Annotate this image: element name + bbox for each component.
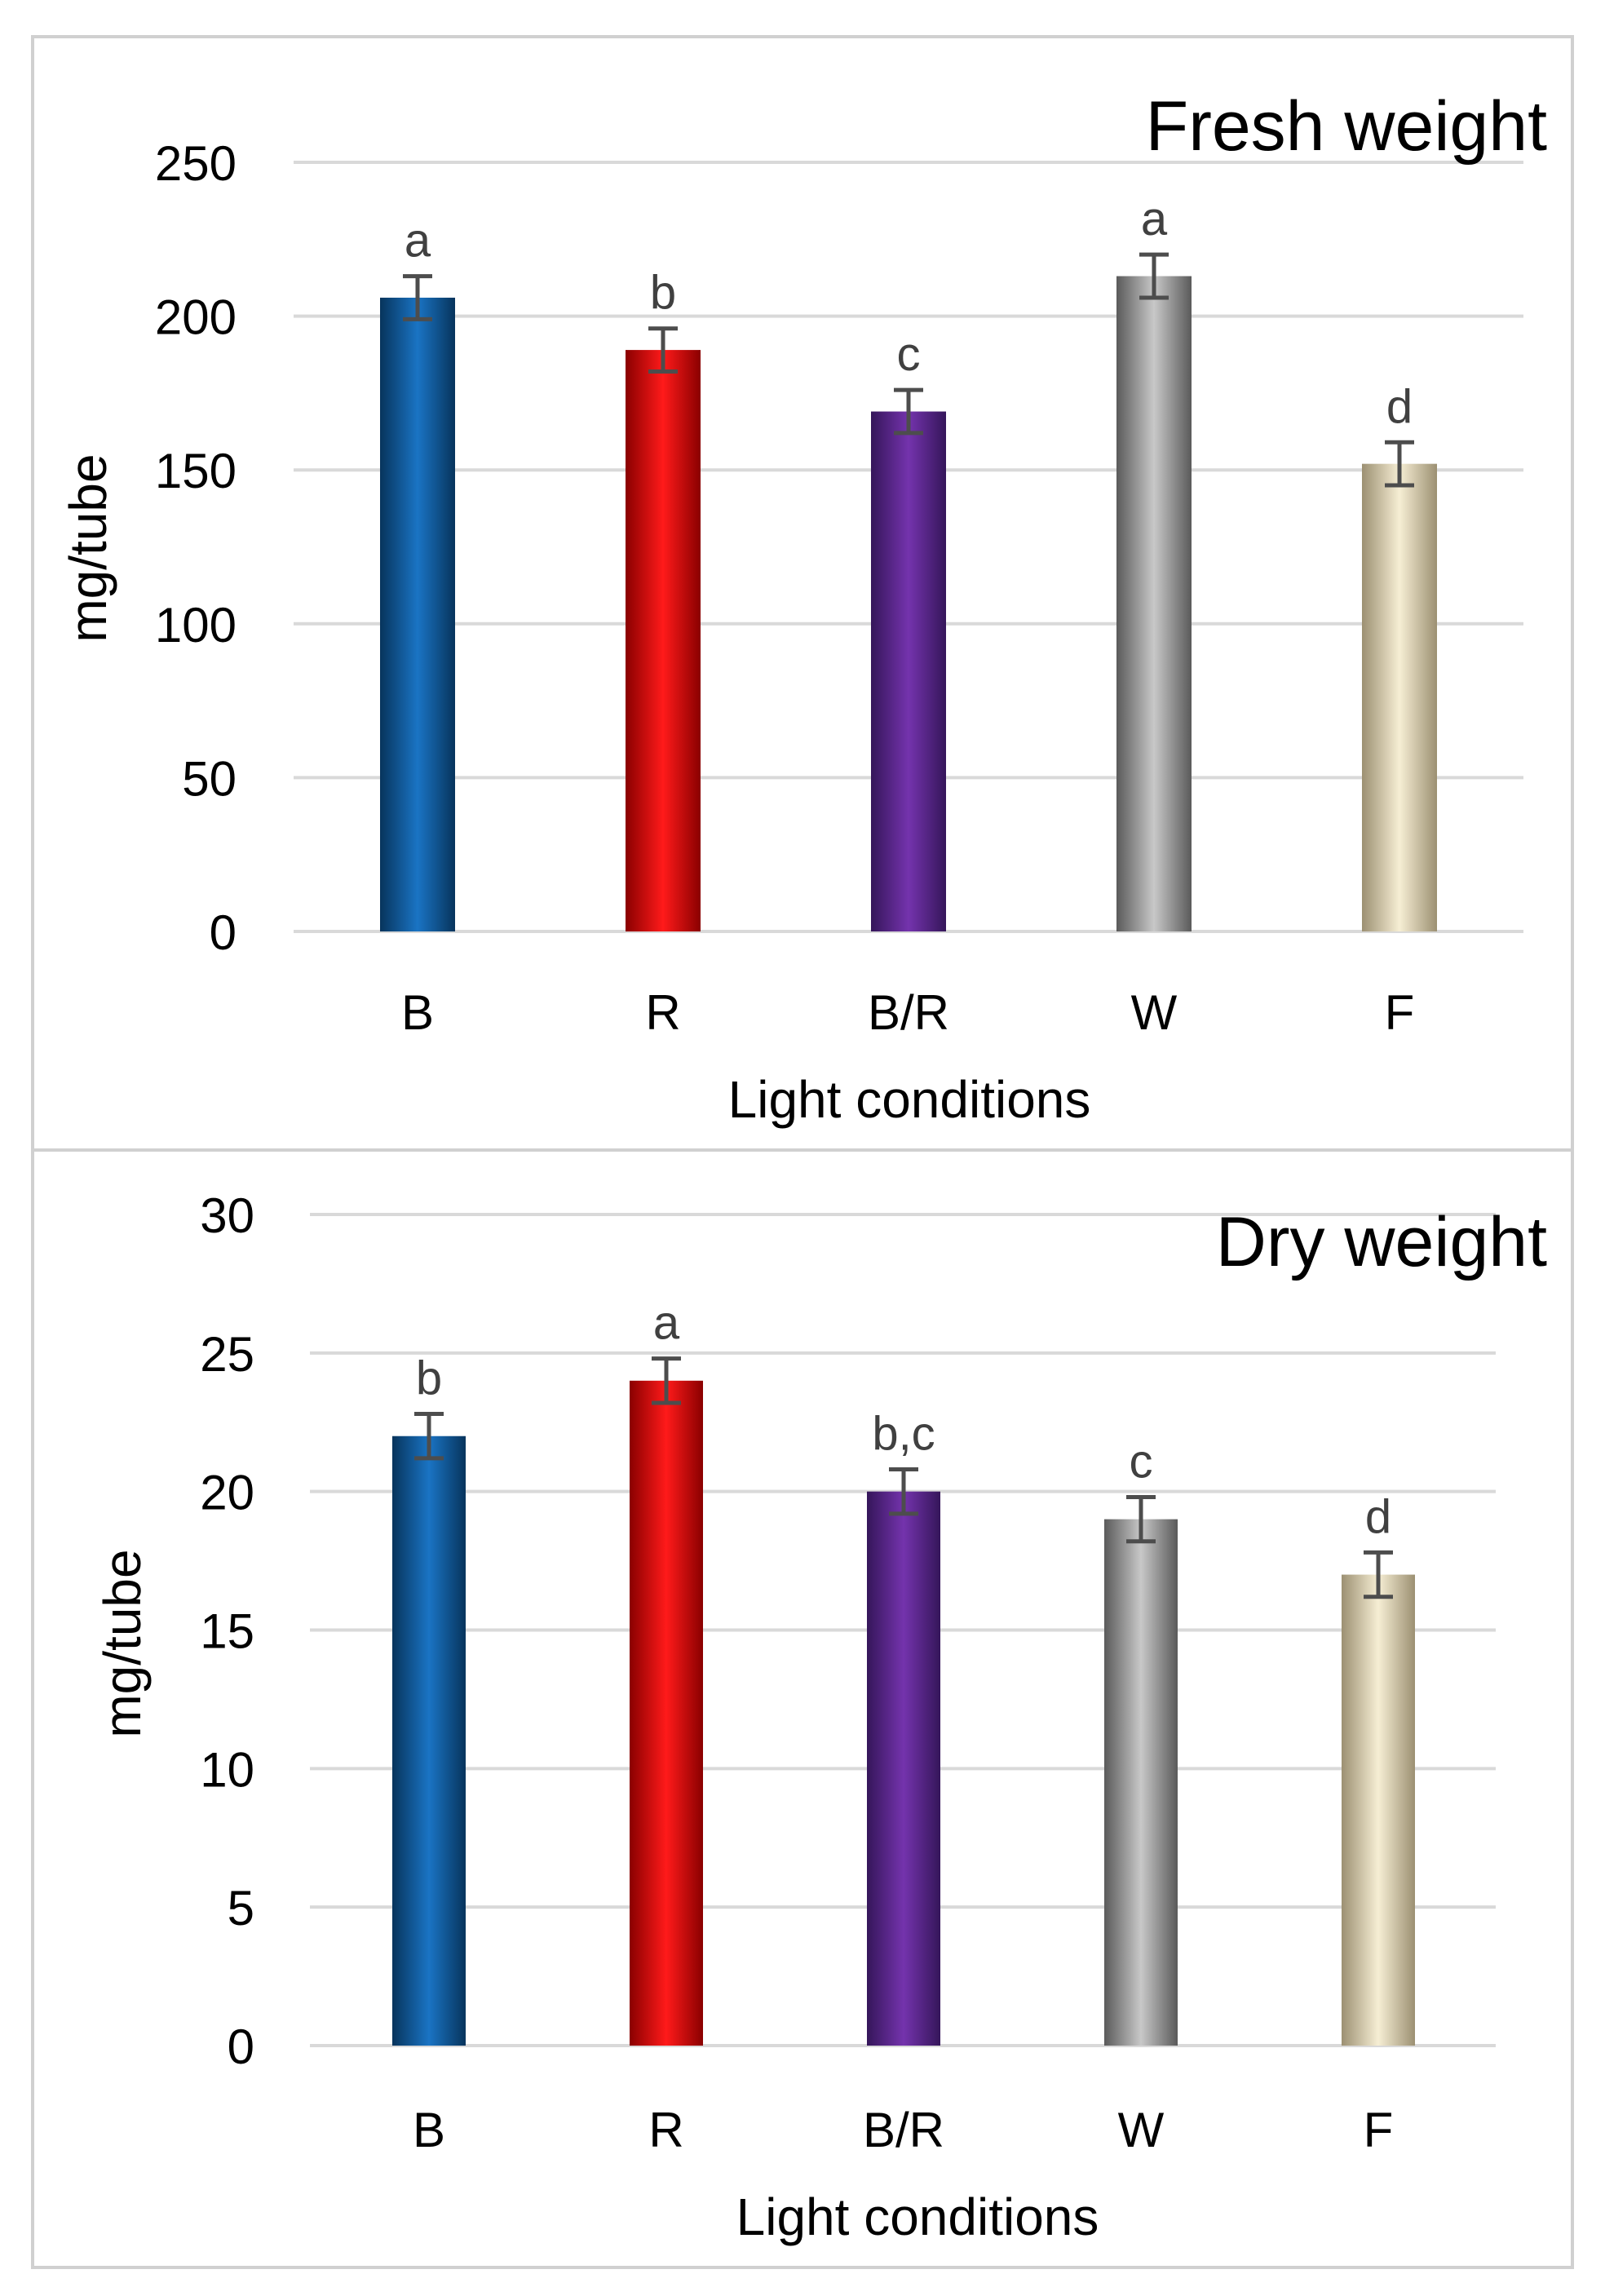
bar-f [1342,1574,1415,2046]
significance-letter: c [1130,1435,1153,1488]
x-axis-label: Light conditions [728,1070,1091,1129]
y-tick-label: 15 [200,1604,254,1659]
x-tick-label: B [413,2103,445,2157]
significance-letter: d [1365,1490,1391,1543]
bar-b-r [867,1491,940,2046]
y-axis-label: mg/tube [93,1549,152,1737]
y-tick-label: 50 [182,751,237,806]
x-tick-label: F [1385,985,1415,1040]
bar-b [380,297,455,931]
significance-letter: b [650,267,676,320]
figure-border [31,35,1574,2269]
bar-r [626,350,701,931]
y-tick-label: 30 [200,1188,254,1243]
x-tick-label: R [648,2103,683,2157]
fresh-weight-chart: 0 50 100 150 200 250 a b c a d B R B/R W F Fresh weig… [59,87,1547,1129]
bar-b [392,1436,466,2046]
significance-letter: a [1141,192,1168,246]
significance-letter: d [1386,380,1413,433]
significance-letter: a [653,1297,680,1350]
significance-letter: b [416,1352,442,1405]
x-tick-label: R [645,985,680,1040]
x-axis-label: Light conditions [736,2188,1099,2246]
chart-title: Dry weight [1216,1203,1547,1281]
y-tick-label: 250 [155,136,237,191]
bar-f [1362,463,1437,931]
x-tick-label: B/R [868,985,949,1040]
significance-letter: a [405,215,431,268]
y-tick-label: 0 [228,2020,254,2074]
bar-b-r [871,411,946,932]
x-tick-label: W [1118,2103,1165,2157]
y-tick-label: 150 [155,444,237,498]
bar-w [1116,276,1192,932]
x-tick-label: B/R [863,2103,944,2157]
y-tick-label: 5 [228,1881,254,1935]
y-tick-label: 20 [200,1466,254,1520]
y-tick-label: 25 [200,1327,254,1382]
y-tick-label: 200 [155,290,237,345]
y-tick-label: 10 [200,1742,254,1797]
x-tick-label: W [1131,985,1178,1040]
y-tick-label: 0 [210,905,237,960]
bar-r [630,1380,703,2046]
chart-title: Fresh weight [1146,87,1547,166]
x-tick-label: F [1364,2103,1394,2157]
bar-w [1104,1519,1178,2046]
y-axis-label: mg/tube [59,453,117,642]
significance-letter: c [897,328,921,381]
significance-letter: b,c [872,1407,935,1460]
y-tick-label: 100 [155,598,237,653]
x-tick-label: B [401,985,434,1040]
